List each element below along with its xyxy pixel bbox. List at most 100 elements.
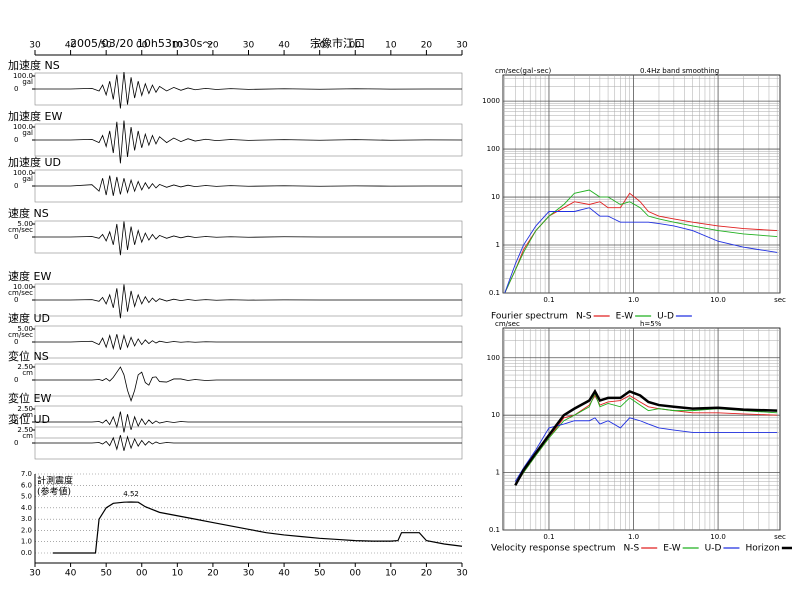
- x-axis-label: sec: [774, 296, 786, 304]
- plot-frame: [502, 327, 781, 531]
- x-tick-label: 30: [29, 569, 41, 579]
- chart-subtitle: h=5%: [640, 320, 662, 328]
- unit-label: cm: [22, 411, 33, 419]
- legend-label: Horizon: [745, 544, 779, 554]
- trace: [35, 411, 462, 433]
- y-tick-label: 5.00: [17, 220, 33, 228]
- y-tick-label: 0: [14, 85, 18, 93]
- legend-label: E-W: [616, 312, 634, 322]
- x-tick-label: 00: [350, 569, 362, 579]
- x-tick-label: 50: [314, 41, 326, 51]
- x-tick-label: 00: [136, 569, 148, 579]
- x-tick-label: 10: [385, 41, 397, 51]
- legend-label: E-W: [663, 544, 681, 554]
- y-tick-label: 7.0: [21, 470, 32, 478]
- y-tick-label: 0: [14, 439, 18, 447]
- y-tick-label: 10: [491, 193, 500, 201]
- x-tick-label: 20: [421, 41, 433, 51]
- x-tick-label: 40: [65, 41, 77, 51]
- y-axis-label: 計測震度: [37, 475, 73, 487]
- y-tick-label: 1: [496, 241, 500, 249]
- y-tick-label: 100: [487, 145, 500, 153]
- y-tick-label: 10.00: [13, 283, 33, 291]
- panel-label: 加速度 NS: [8, 58, 60, 72]
- panel-label: 変位 EW: [8, 391, 51, 405]
- x-tick-label: 30: [243, 41, 255, 51]
- unit-label: cm/sec: [8, 289, 33, 297]
- unit-label: cm: [22, 432, 33, 440]
- x-tick-label: 10: [172, 41, 184, 51]
- y-tick-label: 1: [496, 469, 500, 477]
- x-tick-label: 10: [385, 569, 397, 579]
- y-tick-label: 1000: [482, 97, 500, 105]
- panel-label: 加速度 UD: [8, 155, 61, 169]
- panel-label: 速度 UD: [8, 311, 50, 325]
- panel-label: 変位 UD: [8, 412, 50, 426]
- series-line: [504, 189, 778, 294]
- x-tick-label: 40: [278, 41, 290, 51]
- legend-label: N-S: [576, 312, 592, 322]
- y-tick-label: 4.0: [21, 504, 32, 512]
- series-line: [504, 207, 778, 294]
- x-tick-label: 40: [278, 569, 290, 579]
- x-tick-label: 1.0: [628, 296, 639, 304]
- y-tick-label: 100.0: [13, 72, 33, 80]
- y-tick-label: 0: [14, 338, 18, 346]
- legend-title: Velocity response spectrum: [491, 544, 616, 554]
- y-tick-label: 3.0: [21, 515, 32, 523]
- y-tick-label: 2.50: [17, 426, 33, 434]
- x-tick-label: 00: [136, 41, 148, 51]
- x-tick-label: 30: [243, 569, 255, 579]
- trace: [35, 333, 462, 351]
- y-tick-label: 0: [14, 136, 18, 144]
- unit-label: gal: [22, 129, 33, 137]
- trace: [35, 435, 462, 451]
- y-axis-label: (参考値): [37, 486, 71, 498]
- unit-label: cm/sec: [8, 226, 33, 234]
- y-tick-label: 10: [491, 411, 500, 419]
- chart-subtitle: 宗像市江口: [310, 36, 365, 50]
- y-tick-label: 0.0: [21, 549, 32, 557]
- trace: [35, 120, 463, 164]
- trace: [35, 72, 462, 109]
- y-tick-label: 5.00: [17, 325, 33, 333]
- chart-title: 2005/03/20 10h53m30s～: [70, 37, 213, 50]
- x-tick-label: 00: [350, 41, 362, 51]
- panel-label: 速度 NS: [8, 206, 49, 220]
- y-tick-label: 6.0: [21, 481, 32, 489]
- trace: [35, 284, 462, 319]
- series-line: [514, 392, 778, 486]
- unit-label: cm: [22, 369, 33, 377]
- panel-label: 速度 EW: [8, 269, 51, 283]
- x-tick-label: 10: [172, 569, 184, 579]
- x-axis-label: sec: [774, 533, 786, 541]
- panel-label: 加速度 EW: [8, 109, 62, 123]
- unit-label: cm/sec: [8, 331, 33, 339]
- series-line: [514, 388, 778, 486]
- y-axis-label: cm/sec(gal･sec): [495, 67, 552, 75]
- x-tick-label: 50: [314, 569, 326, 579]
- legend-title: Fourier spectrum: [491, 312, 568, 322]
- unit-label: gal: [22, 175, 33, 183]
- y-tick-label: 100: [487, 354, 500, 362]
- y-tick-label: 0: [14, 182, 18, 190]
- unit-label: gal: [22, 78, 33, 86]
- legend-label: U-D: [657, 312, 674, 322]
- series-line: [514, 417, 778, 482]
- x-tick-label: 30: [29, 41, 41, 51]
- y-tick-label: 0: [14, 418, 18, 426]
- trace: [35, 175, 462, 196]
- y-tick-label: 0.1: [489, 526, 500, 534]
- x-tick-label: 20: [421, 569, 433, 579]
- x-tick-label: 30: [456, 569, 468, 579]
- y-tick-label: 2.50: [17, 363, 33, 371]
- x-tick-label: 40: [65, 569, 77, 579]
- y-tick-label: 0.1: [489, 289, 500, 297]
- trace: [35, 366, 462, 403]
- y-tick-label: 100.0: [13, 169, 33, 177]
- x-tick-label: 20: [207, 41, 219, 51]
- y-tick-label: 2.0: [21, 526, 32, 534]
- y-tick-label: 0: [14, 233, 18, 241]
- x-tick-label: 50: [100, 41, 112, 51]
